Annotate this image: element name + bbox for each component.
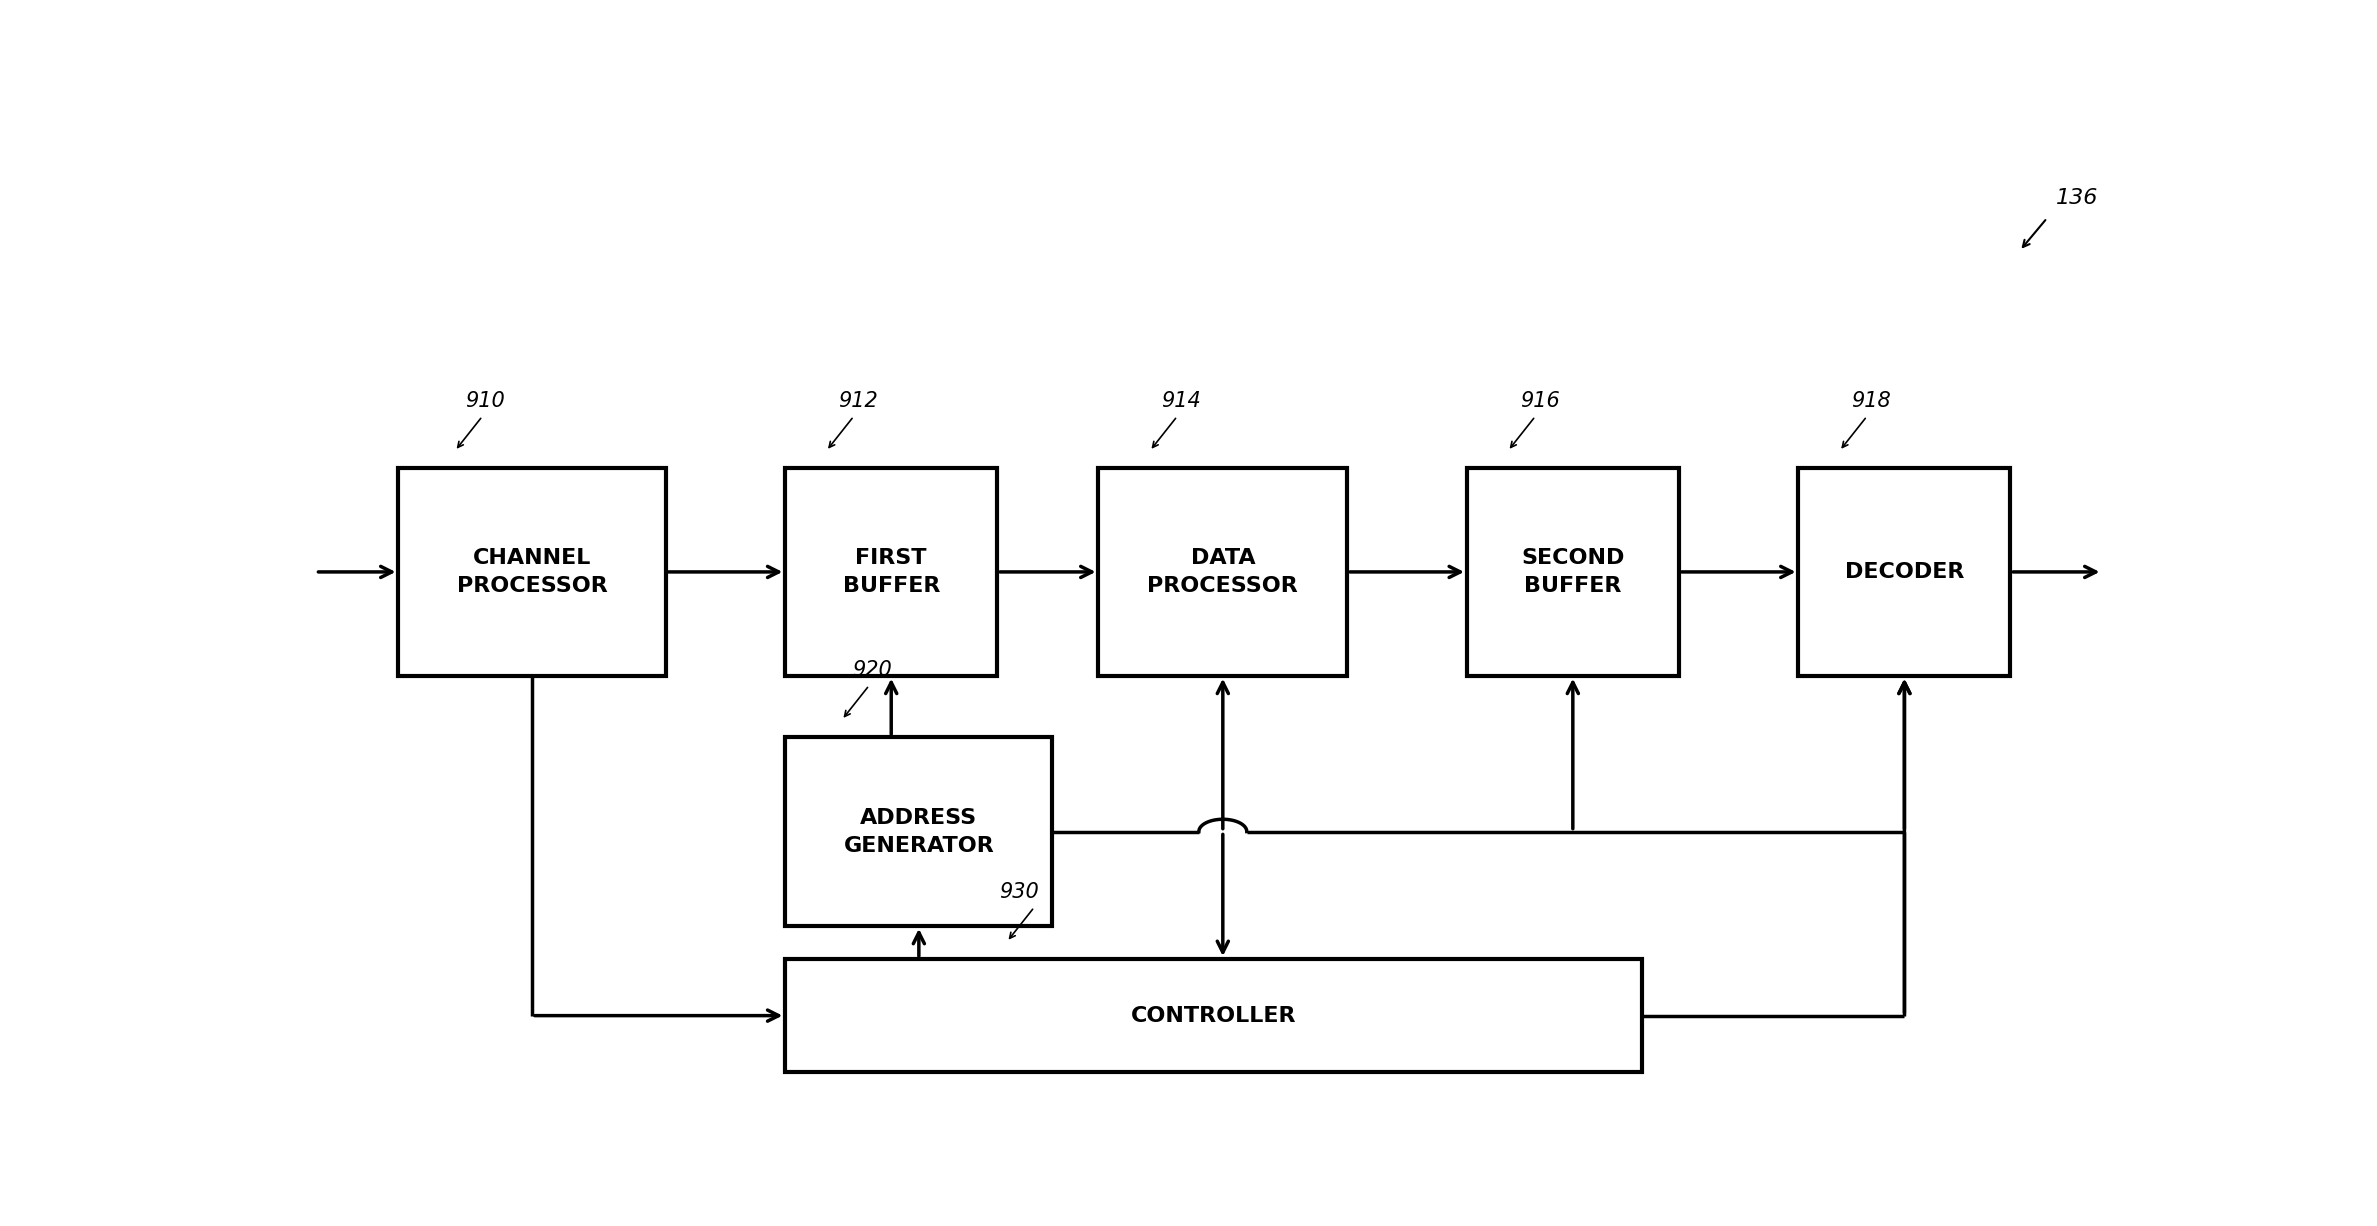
Text: 918: 918 xyxy=(1852,391,1892,412)
Text: 912: 912 xyxy=(839,391,877,412)
Bar xyxy=(784,959,1643,1073)
Text: DATA
PROCESSOR: DATA PROCESSOR xyxy=(1148,548,1298,596)
Text: 910: 910 xyxy=(466,391,504,412)
Text: 136: 136 xyxy=(2056,189,2099,208)
Text: DECODER: DECODER xyxy=(1845,562,1963,582)
Text: 930: 930 xyxy=(998,883,1039,902)
Bar xyxy=(1467,468,1678,676)
Text: 914: 914 xyxy=(1160,391,1200,412)
Text: CONTROLLER: CONTROLLER xyxy=(1131,1005,1295,1026)
Bar xyxy=(399,468,666,676)
Text: FIRST
BUFFER: FIRST BUFFER xyxy=(841,548,939,596)
Bar xyxy=(1098,468,1348,676)
Text: 920: 920 xyxy=(851,661,891,680)
Text: SECOND
BUFFER: SECOND BUFFER xyxy=(1521,548,1623,596)
Text: 916: 916 xyxy=(1519,391,1559,412)
Text: CHANNEL
PROCESSOR: CHANNEL PROCESSOR xyxy=(456,548,609,596)
Bar xyxy=(784,737,1053,926)
Bar xyxy=(1799,468,2011,676)
Text: ADDRESS
GENERATOR: ADDRESS GENERATOR xyxy=(844,808,994,856)
Bar xyxy=(784,468,998,676)
